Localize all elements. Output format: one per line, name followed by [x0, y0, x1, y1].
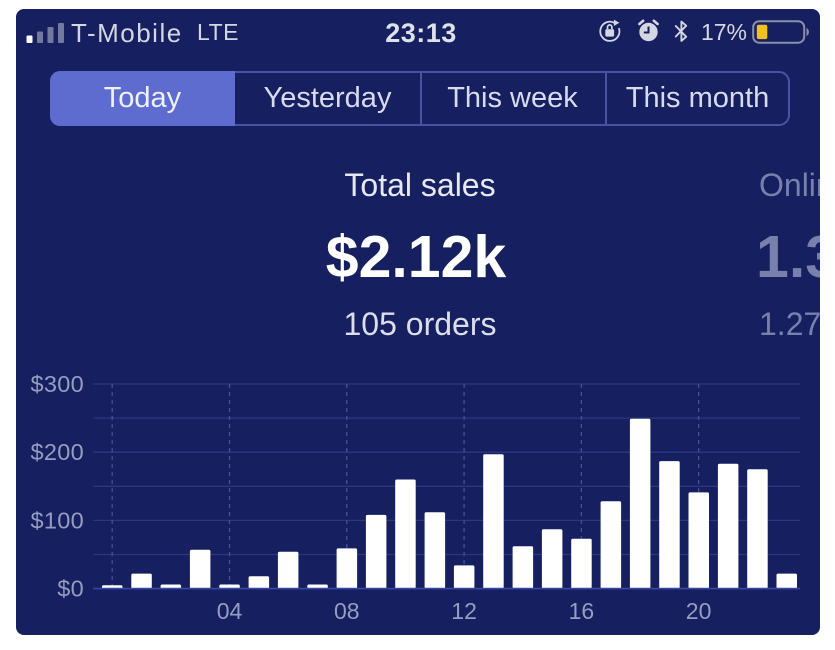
svg-text:$200: $200 [31, 439, 84, 465]
svg-text:$300: $300 [31, 371, 84, 397]
svg-text:08: 08 [334, 598, 360, 624]
svg-text:12: 12 [451, 598, 477, 624]
svg-text:04: 04 [217, 598, 243, 624]
svg-text:16: 16 [569, 598, 595, 624]
svg-text:$0: $0 [57, 576, 84, 602]
svg-text:$100: $100 [31, 507, 84, 533]
svg-text:20: 20 [686, 598, 712, 624]
